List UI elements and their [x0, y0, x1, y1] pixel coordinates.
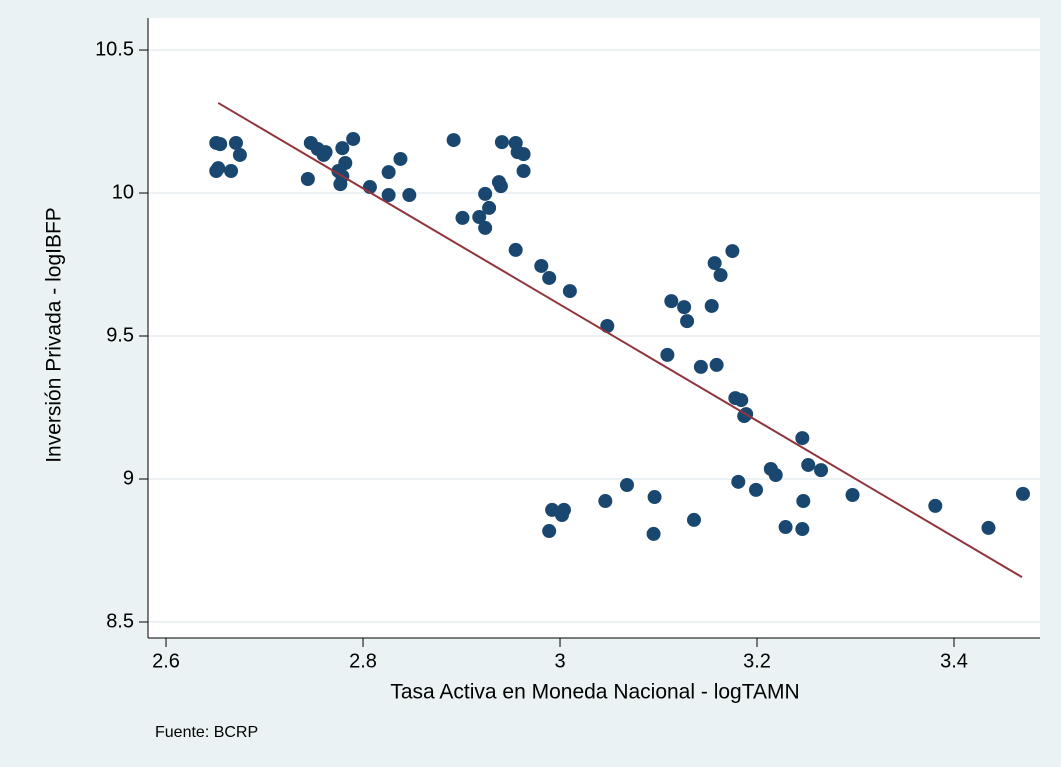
point: [472, 210, 487, 225]
point: [801, 457, 816, 472]
point: [393, 151, 408, 166]
point: [455, 210, 470, 225]
point: [478, 186, 493, 201]
point: [300, 172, 315, 187]
point: [795, 431, 810, 446]
point: [707, 256, 722, 271]
point: [713, 268, 728, 283]
point: [647, 490, 662, 505]
point: [209, 163, 224, 178]
point: [646, 526, 661, 541]
point: [795, 522, 810, 537]
point: [446, 133, 461, 148]
point: [709, 357, 724, 372]
point: [346, 131, 361, 146]
point: [693, 359, 708, 374]
point: [562, 284, 577, 299]
point: [778, 520, 793, 535]
point: [660, 347, 675, 362]
fit-line: [217, 102, 1023, 578]
point: [725, 244, 740, 259]
point: [494, 135, 509, 150]
source-note: Fuente: BCRP: [155, 724, 258, 741]
plot-area: [148, 18, 1040, 638]
y-tick-label: 9: [123, 467, 134, 489]
y-tick-label: 8.5: [106, 610, 134, 632]
point: [516, 147, 531, 162]
point: [677, 300, 692, 315]
point: [228, 135, 243, 150]
point: [680, 314, 695, 329]
point: [542, 524, 557, 539]
point: [981, 520, 996, 535]
point: [213, 137, 228, 152]
point: [600, 318, 615, 333]
x-axis-title: Tasa Activa en Moneda Nacional - logTAMN: [390, 681, 799, 704]
point: [516, 163, 531, 178]
point: [542, 270, 557, 285]
point: [731, 474, 746, 489]
x-tick-label: 3: [554, 650, 565, 672]
y-tick-label: 9.5: [106, 324, 134, 346]
point: [534, 258, 549, 273]
y-tick-label: 10.5: [95, 38, 134, 60]
y-axis-title: Inversión Privada - logIBFP: [43, 207, 66, 463]
point: [814, 463, 829, 478]
point: [928, 498, 943, 513]
point: [478, 220, 493, 235]
point: [402, 188, 417, 203]
point: [734, 393, 749, 408]
point: [686, 512, 701, 527]
point: [845, 488, 860, 503]
point: [768, 467, 783, 482]
point: [381, 188, 396, 203]
point: [1015, 486, 1030, 501]
x-tick-label: 3.4: [940, 650, 968, 672]
point: [704, 298, 719, 313]
point: [796, 494, 811, 509]
y-tick-label: 10: [112, 181, 134, 203]
point: [749, 482, 764, 497]
point: [333, 177, 348, 192]
point: [664, 294, 679, 309]
point: [335, 141, 350, 156]
point: [381, 165, 396, 180]
point: [508, 242, 523, 257]
point: [598, 494, 613, 509]
point: [224, 163, 239, 178]
x-tick-label: 3.2: [743, 650, 771, 672]
x-tick-label: 2.8: [349, 650, 377, 672]
point: [318, 145, 333, 160]
x-tick-label: 2.6: [152, 650, 180, 672]
point: [493, 179, 508, 194]
point: [482, 200, 497, 215]
point: [619, 478, 634, 493]
point: [232, 147, 247, 162]
point: [554, 508, 569, 523]
